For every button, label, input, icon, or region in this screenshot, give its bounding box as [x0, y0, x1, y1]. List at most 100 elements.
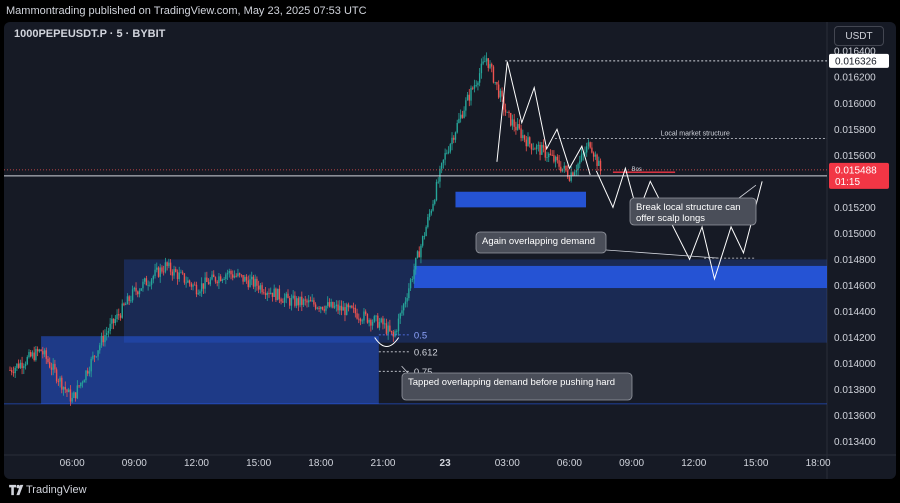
candle-body — [592, 152, 595, 157]
y-tick-label: 0.014000 — [834, 359, 876, 370]
y-tick-label: 0.016400 — [834, 47, 876, 58]
candle-body — [506, 111, 508, 113]
candle-body — [330, 302, 332, 307]
chart-panel[interactable]: 0.016400 0.016200 0.016000 0.015800 0.015600… — [4, 22, 896, 479]
candle-body — [81, 382, 84, 384]
candle-body — [57, 381, 60, 382]
annotation-break-local-line: offer scalp longs — [636, 213, 705, 224]
candle-body — [73, 392, 75, 398]
candle-body — [240, 274, 243, 276]
candle-body — [233, 275, 236, 278]
candle-body — [496, 81, 498, 85]
candle-body — [354, 307, 357, 314]
candle-body — [553, 155, 555, 162]
candle-body — [453, 137, 455, 140]
candle-body — [164, 262, 167, 272]
candle-body — [87, 370, 89, 374]
candle-body — [320, 306, 322, 309]
candle-body — [527, 137, 529, 147]
annotation-again-overlapping-pointer — [605, 249, 719, 259]
candle-body — [199, 291, 201, 294]
y-tick-label: 0.014200 — [834, 333, 876, 344]
candle-body — [204, 277, 206, 289]
candle-body — [304, 299, 306, 301]
candle-body — [249, 279, 251, 288]
candle-body — [90, 358, 92, 372]
candle-body — [589, 142, 591, 148]
candle-body — [415, 257, 417, 270]
candle-body — [178, 272, 180, 279]
y-tick-label: 0.014600 — [834, 281, 876, 292]
candle-body — [573, 172, 576, 176]
candle-body — [377, 315, 379, 328]
candle-body — [107, 330, 110, 333]
candle-body — [587, 142, 590, 147]
candle-body — [339, 305, 341, 311]
candle-body — [558, 160, 560, 167]
y-tick-label: 0.015000 — [834, 229, 876, 240]
candle-body — [434, 200, 436, 204]
candle-body — [465, 100, 467, 111]
candle-body — [230, 270, 232, 275]
candle-body — [352, 307, 355, 309]
x-tick-label: 09:00 — [619, 458, 644, 469]
price-chart[interactable]: 0.016400 0.016200 0.016000 0.015800 0.015600… — [4, 22, 896, 479]
candle-body — [128, 296, 130, 301]
fib-level-label: 0.612 — [414, 347, 438, 358]
candle-body — [130, 300, 132, 302]
fib-level-label: 0.75 — [414, 367, 433, 378]
candle-body — [406, 298, 408, 302]
candle-body — [17, 363, 20, 368]
x-tick-label: 15:00 — [743, 458, 768, 469]
candle-body — [109, 323, 111, 331]
y-tick-label: 0.014800 — [834, 255, 876, 266]
candle-body — [570, 172, 572, 181]
candle-body — [42, 351, 44, 355]
candle-body — [138, 290, 141, 295]
candle-body — [256, 278, 258, 286]
current-price-label-bg — [829, 162, 889, 189]
candle-body — [216, 281, 218, 284]
candle-body — [105, 332, 108, 335]
candle-body — [478, 73, 481, 83]
candle-body — [349, 305, 351, 308]
candle-body — [14, 367, 16, 374]
candle-body — [290, 298, 293, 306]
candle-body — [411, 279, 414, 281]
candle-body — [454, 132, 457, 140]
candle-body — [579, 160, 581, 164]
candle-body — [228, 270, 230, 273]
currency-button[interactable]: USDT — [834, 26, 884, 46]
candle-body — [344, 307, 346, 316]
annotation-break-local-pointer — [738, 184, 757, 199]
candle-body — [541, 144, 543, 155]
candle-body — [511, 119, 514, 126]
y-tick-label: 0.013400 — [834, 437, 876, 448]
candle-body — [442, 159, 445, 164]
candle-body — [152, 276, 155, 280]
candle-body — [501, 90, 503, 97]
candle-body — [285, 293, 287, 298]
candle-body — [468, 94, 470, 101]
candle-body — [596, 154, 598, 166]
candle-body — [337, 304, 339, 311]
candle-body — [173, 269, 175, 276]
candle-body — [586, 146, 588, 153]
candle-body — [432, 203, 434, 211]
candle-body — [92, 355, 94, 359]
candle-body — [12, 372, 15, 374]
candle-body — [428, 213, 431, 218]
candle-body — [389, 325, 391, 331]
candle-body — [242, 274, 244, 282]
candle-body — [340, 305, 343, 311]
candle-body — [358, 318, 360, 320]
candle-body — [95, 356, 98, 358]
candle-body — [584, 152, 586, 154]
candle-body — [237, 273, 239, 277]
candle-body — [33, 352, 35, 361]
candle-body — [52, 363, 54, 370]
y-tick-label: 0.015800 — [834, 125, 876, 136]
candle-body — [16, 363, 18, 368]
candle-body — [26, 357, 28, 365]
candle-body — [311, 300, 313, 302]
